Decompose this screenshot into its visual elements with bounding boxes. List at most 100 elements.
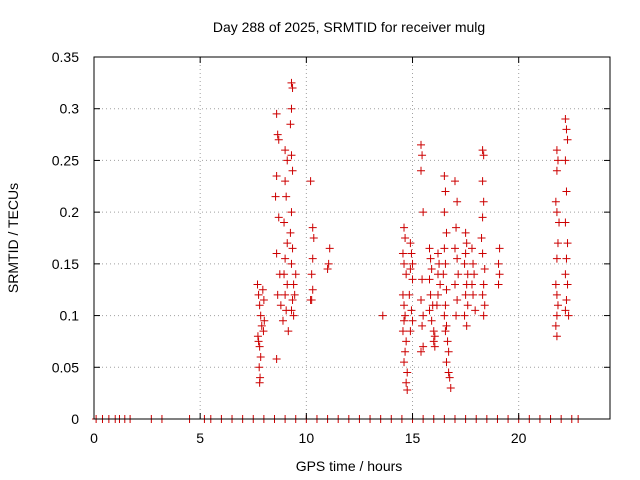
data-point bbox=[553, 156, 562, 165]
y-axis-label: SRMTID / TECUs bbox=[5, 183, 21, 293]
data-point bbox=[398, 249, 407, 258]
data-point bbox=[452, 311, 461, 320]
data-point bbox=[445, 373, 454, 382]
data-point bbox=[478, 146, 487, 155]
data-point bbox=[417, 296, 426, 305]
data-point bbox=[398, 327, 407, 336]
data-point bbox=[255, 378, 264, 387]
data-point bbox=[255, 301, 264, 310]
data-point bbox=[439, 270, 448, 279]
x-tick-label: 20 bbox=[511, 430, 527, 446]
data-point bbox=[443, 337, 452, 346]
axis-ticks bbox=[93, 56, 610, 420]
data-point bbox=[480, 265, 489, 274]
data-point bbox=[469, 290, 478, 299]
data-point bbox=[272, 249, 281, 258]
data-point bbox=[291, 270, 300, 279]
data-point bbox=[281, 254, 290, 263]
data-point bbox=[255, 342, 264, 351]
data-point bbox=[552, 208, 561, 217]
data-point bbox=[436, 280, 445, 289]
data-point bbox=[460, 311, 469, 320]
data-point bbox=[290, 290, 299, 299]
data-point bbox=[470, 270, 479, 279]
data-point bbox=[562, 296, 571, 305]
data-point bbox=[434, 290, 442, 299]
data-point bbox=[427, 265, 436, 274]
data-point bbox=[378, 311, 387, 320]
data-point bbox=[442, 358, 451, 367]
data-point bbox=[401, 234, 410, 242]
data-point bbox=[479, 197, 488, 206]
data-point bbox=[564, 311, 573, 320]
data-point bbox=[278, 316, 287, 325]
data-point bbox=[273, 130, 282, 139]
data-point bbox=[418, 321, 427, 330]
data-point bbox=[454, 270, 463, 279]
data-point bbox=[402, 270, 411, 279]
data-point bbox=[417, 140, 426, 149]
data-point bbox=[446, 383, 455, 392]
data-point bbox=[444, 368, 453, 377]
data-point bbox=[561, 156, 570, 165]
data-point bbox=[441, 187, 450, 196]
data-point bbox=[426, 290, 435, 299]
data-point bbox=[563, 239, 572, 248]
data-point bbox=[552, 311, 561, 320]
data-point bbox=[494, 280, 503, 289]
data-point bbox=[400, 301, 409, 310]
data-point bbox=[463, 301, 472, 310]
data-point bbox=[461, 249, 470, 258]
data-point bbox=[429, 327, 438, 336]
data-point bbox=[288, 296, 297, 305]
data-point bbox=[467, 244, 476, 253]
data-point bbox=[479, 280, 488, 289]
data-point bbox=[288, 84, 297, 93]
y-tick-label: 0.3 bbox=[60, 101, 80, 117]
y-tick-label: 0.25 bbox=[52, 152, 79, 168]
x-tick-labels: 0 5 10 15 20 bbox=[90, 430, 527, 446]
data-point bbox=[561, 270, 570, 279]
data-point bbox=[281, 177, 290, 186]
data-point bbox=[287, 208, 296, 217]
data-point bbox=[289, 311, 298, 320]
data-point bbox=[254, 290, 263, 299]
data-point bbox=[417, 166, 426, 175]
data-point bbox=[478, 249, 487, 258]
data-point bbox=[471, 306, 480, 315]
data-point bbox=[306, 177, 315, 186]
data-point bbox=[288, 244, 297, 253]
data-points bbox=[92, 78, 583, 423]
data-point bbox=[286, 228, 295, 237]
data-point bbox=[551, 197, 560, 206]
data-point bbox=[272, 109, 281, 118]
data-point bbox=[552, 166, 561, 175]
data-point bbox=[480, 301, 489, 310]
data-point bbox=[441, 327, 450, 336]
data-point bbox=[450, 280, 459, 289]
data-point bbox=[255, 363, 264, 372]
data-point bbox=[440, 244, 449, 253]
data-point bbox=[308, 254, 317, 263]
data-point bbox=[494, 259, 503, 268]
data-point bbox=[323, 265, 332, 274]
data-point bbox=[442, 228, 451, 237]
data-point bbox=[259, 296, 268, 305]
data-point bbox=[276, 301, 285, 310]
data-point bbox=[400, 358, 409, 367]
data-point bbox=[495, 244, 504, 253]
data-point bbox=[552, 290, 561, 299]
data-point bbox=[256, 311, 265, 320]
data-point bbox=[308, 223, 317, 232]
data-point bbox=[272, 355, 281, 364]
y-tick-label: 0.35 bbox=[52, 49, 79, 65]
data-point bbox=[256, 352, 265, 361]
data-point bbox=[258, 285, 267, 294]
data-point bbox=[287, 78, 296, 87]
data-point bbox=[418, 275, 427, 284]
data-point bbox=[460, 259, 469, 268]
data-point bbox=[561, 115, 570, 124]
data-point bbox=[551, 321, 560, 330]
data-point bbox=[281, 146, 290, 155]
